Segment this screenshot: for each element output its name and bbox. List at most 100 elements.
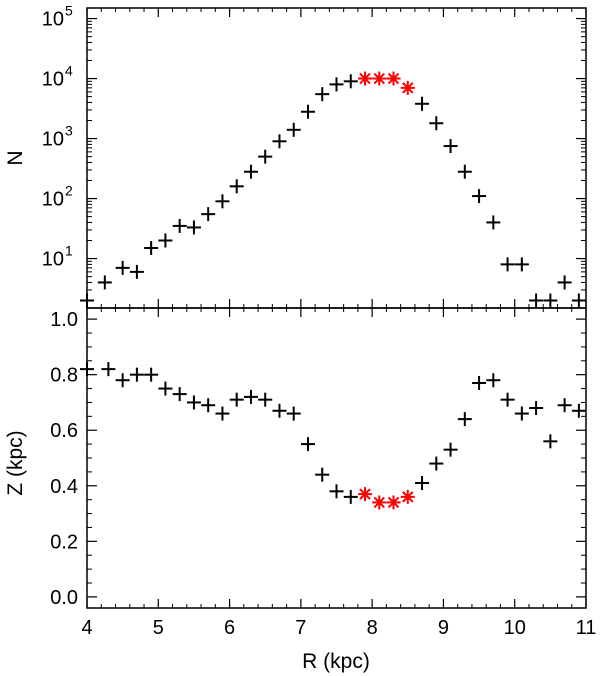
data-point-plus xyxy=(272,134,287,149)
y-tick-exponent: 2 xyxy=(65,183,73,199)
data-point-plus xyxy=(457,412,472,427)
data-point-plus xyxy=(457,164,472,179)
data-point-plus xyxy=(529,293,544,308)
data-point-plus xyxy=(415,96,430,111)
y-tick-label: 10 xyxy=(42,189,64,211)
y-tick-exponent: 4 xyxy=(65,63,73,79)
y-tick-label: 10 xyxy=(42,249,64,271)
data-point-plus xyxy=(201,207,216,222)
data-point-plus xyxy=(286,122,301,137)
data-point-plus xyxy=(129,264,144,279)
data-point-plus xyxy=(286,406,301,421)
y-tick-exponent: 3 xyxy=(65,123,73,139)
y-tick-label: 1.0 xyxy=(50,309,78,331)
data-point-plus xyxy=(443,139,458,154)
data-point-plus xyxy=(472,189,487,204)
data-point-asterisk xyxy=(386,71,401,86)
data-point-plus xyxy=(543,434,558,449)
x-tick-label: 5 xyxy=(153,617,164,639)
data-point-asterisk xyxy=(386,495,401,510)
data-point-plus xyxy=(229,179,244,194)
data-point-plus xyxy=(258,392,273,407)
data-point-plus xyxy=(300,104,315,119)
y-tick-label: 10 xyxy=(42,129,64,151)
data-point-plus xyxy=(514,406,529,421)
data-point-plus xyxy=(115,260,130,275)
data-point-asterisk xyxy=(372,71,387,86)
data-point-plus xyxy=(186,220,201,235)
data-point-plus xyxy=(443,442,458,457)
bottom-panel-scale-height: 4 5 6 7 8 9 10 11 0.0 0.2 0.4 0.6 0.8 1.0 xyxy=(50,307,597,639)
data-point-plus xyxy=(215,406,230,421)
data-point-plus xyxy=(486,373,501,388)
data-point-plus xyxy=(80,362,94,377)
y-tick-label: 0.4 xyxy=(50,476,78,498)
bottom-plot-frame xyxy=(86,307,587,609)
data-point-plus xyxy=(514,257,529,272)
data-point-plus xyxy=(144,367,159,382)
x-tick-label: 10 xyxy=(504,617,526,639)
data-point-plus xyxy=(472,376,487,390)
data-point-plus xyxy=(243,389,258,404)
top-plot-frame xyxy=(86,7,587,309)
y-tick-label: 10 xyxy=(42,69,64,91)
y-tick-exponent: 1 xyxy=(65,243,73,259)
data-point-plus xyxy=(557,275,572,290)
data-point-plus xyxy=(158,233,173,248)
data-point-plus xyxy=(101,362,116,377)
data-point-plus xyxy=(229,392,244,407)
x-tick-label: 8 xyxy=(367,617,378,639)
data-point-plus xyxy=(300,437,315,452)
data-point-plus xyxy=(571,403,586,418)
data-point-asterisk xyxy=(400,489,415,504)
data-point-plus xyxy=(80,293,94,308)
data-point-plus xyxy=(315,467,330,482)
data-point-plus xyxy=(500,392,515,407)
data-point-plus xyxy=(158,381,173,396)
x-tick-label: 7 xyxy=(295,617,306,639)
data-point-plus xyxy=(172,387,187,402)
data-point-plus xyxy=(429,116,444,131)
data-point-plus xyxy=(557,398,572,413)
data-point-plus xyxy=(272,403,287,418)
y-tick-label: 0.2 xyxy=(50,531,78,553)
data-point-plus xyxy=(343,74,358,89)
y-tick-label: 0.0 xyxy=(50,587,78,609)
x-tick-label: 11 xyxy=(576,617,597,639)
y-tick-label: 10 xyxy=(42,9,64,31)
x-tick-label: 9 xyxy=(438,617,449,639)
data-point-plus xyxy=(97,275,112,290)
data-point-plus xyxy=(258,149,273,164)
y-tick-exponent: 5 xyxy=(65,3,73,19)
x-tick-label: 6 xyxy=(224,617,235,639)
data-point-asterisk xyxy=(400,80,415,95)
data-point-plus xyxy=(571,293,586,308)
data-point-plus xyxy=(343,489,358,504)
y-tick-label: 0.8 xyxy=(50,365,78,387)
data-point-plus xyxy=(429,456,444,471)
data-point-plus xyxy=(129,367,144,382)
data-point-plus xyxy=(172,218,187,233)
data-point-plus xyxy=(500,257,515,272)
data-point-plus xyxy=(543,293,558,308)
x-tick-label: 4 xyxy=(81,617,92,639)
data-point-asterisk xyxy=(372,495,387,510)
x-axis-label: R (kpc) xyxy=(302,650,370,673)
data-point-plus xyxy=(186,395,201,410)
data-point-plus xyxy=(243,164,258,179)
y-tick-label: 0.6 xyxy=(50,420,78,442)
data-point-plus xyxy=(529,401,544,415)
top-y-axis-label: N xyxy=(4,150,27,165)
data-point-plus xyxy=(215,194,230,209)
data-point-plus xyxy=(329,77,344,92)
data-point-plus xyxy=(329,484,344,499)
data-point-plus xyxy=(486,215,501,230)
data-point-asterisk xyxy=(358,487,373,502)
data-point-plus xyxy=(315,87,330,102)
bottom-y-axis-label: Z (kpc) xyxy=(4,430,27,495)
data-point-plus xyxy=(415,476,430,490)
data-point-plus xyxy=(144,241,159,255)
data-point-plus xyxy=(201,398,216,413)
